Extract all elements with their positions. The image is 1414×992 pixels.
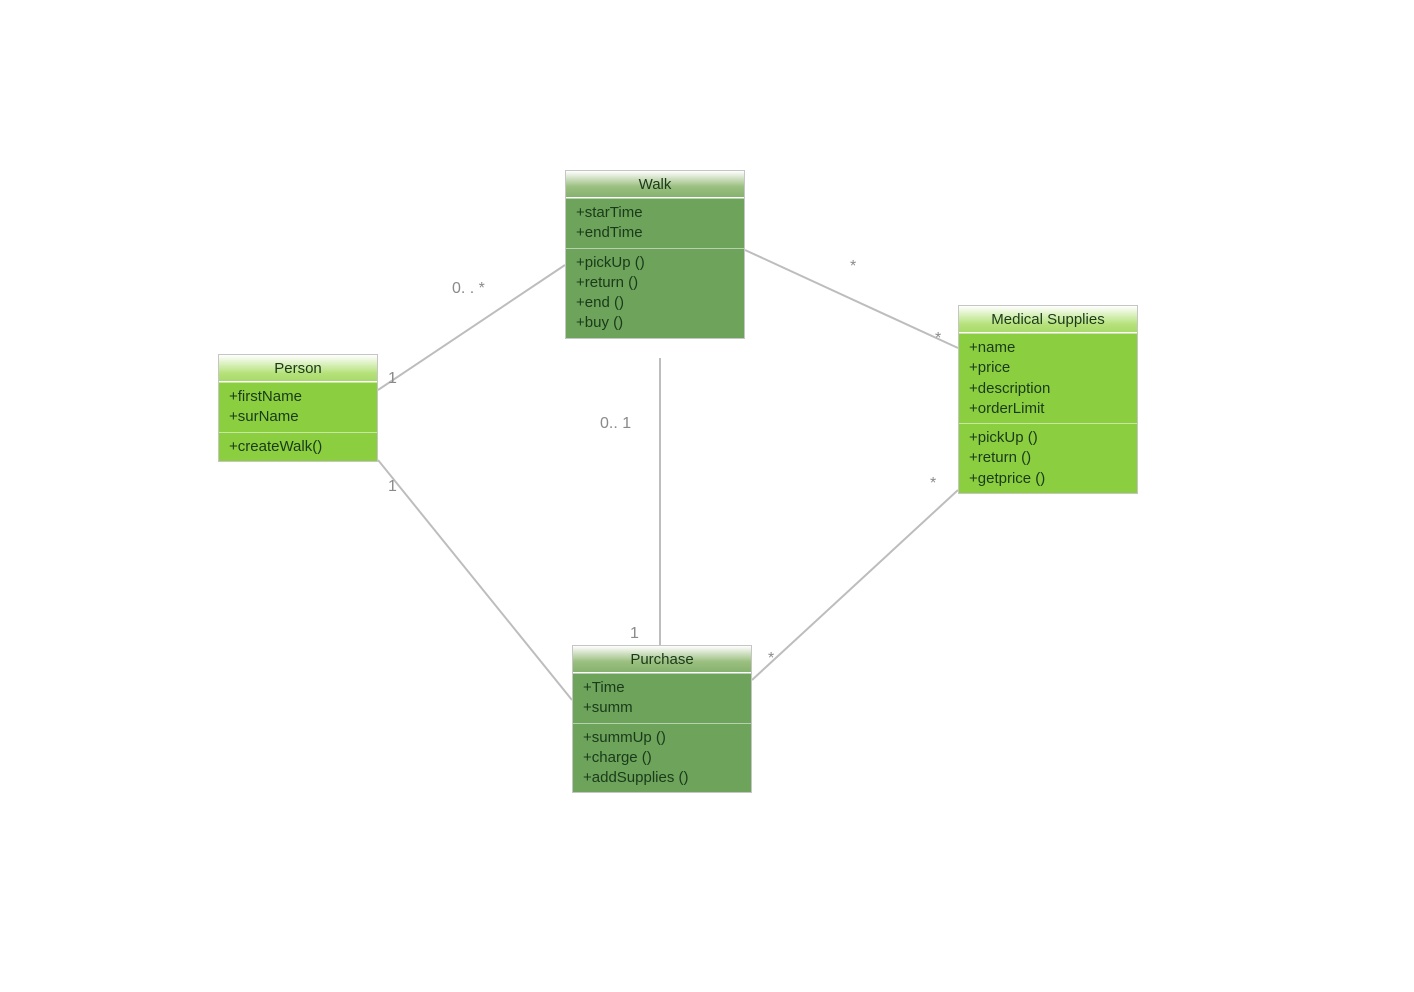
class-box-purchase: Purchase+Time+summ+summUp ()+charge ()+a…: [572, 645, 752, 793]
class-method: +buy (): [576, 313, 734, 333]
class-box-person: Person+firstName+surName+createWalk(): [218, 354, 378, 462]
class-method: +return (): [969, 448, 1127, 468]
class-title: Walk: [566, 171, 744, 198]
class-method: +createWalk(): [229, 437, 367, 457]
class-attribute: +starTime: [576, 203, 734, 223]
class-attribute: +endTime: [576, 223, 734, 243]
multiplicity-label: 1: [630, 625, 639, 643]
multiplicity-label: 0.. 1: [600, 415, 631, 433]
edges-layer: [0, 0, 1414, 992]
class-attribute: +summ: [583, 698, 741, 718]
class-method: +addSupplies (): [583, 768, 741, 788]
multiplicity-label: *: [930, 475, 936, 493]
class-attribute: +name: [969, 338, 1127, 358]
association-edge: [752, 490, 958, 680]
multiplicity-label: 1: [388, 478, 397, 496]
class-methods: +pickUp ()+return ()+getprice (): [959, 423, 1137, 493]
multiplicity-label: 0. . *: [452, 280, 485, 298]
uml-diagram-canvas: Person+firstName+surName+createWalk()Wal…: [0, 0, 1414, 992]
class-method: +summUp (): [583, 728, 741, 748]
class-title: Medical Supplies: [959, 306, 1137, 333]
association-edge: [378, 460, 572, 700]
class-attribute: +Time: [583, 678, 741, 698]
class-attributes: +Time+summ: [573, 673, 751, 723]
class-attributes: +name+price+description+orderLimit: [959, 333, 1137, 423]
class-attributes: +firstName+surName: [219, 382, 377, 432]
multiplicity-label: *: [768, 650, 774, 668]
multiplicity-label: 1: [388, 370, 397, 388]
class-box-walk: Walk+starTime+endTime+pickUp ()+return (…: [565, 170, 745, 339]
class-method: +end (): [576, 293, 734, 313]
class-method: +pickUp (): [969, 428, 1127, 448]
class-method: +charge (): [583, 748, 741, 768]
class-methods: +summUp ()+charge ()+addSupplies (): [573, 723, 751, 793]
class-attribute: +description: [969, 379, 1127, 399]
class-attribute: +surName: [229, 407, 367, 427]
class-method: +pickUp (): [576, 253, 734, 273]
class-title: Purchase: [573, 646, 751, 673]
class-method: +return (): [576, 273, 734, 293]
class-methods: +pickUp ()+return ()+end ()+buy (): [566, 248, 744, 338]
class-method: +getprice (): [969, 469, 1127, 489]
class-attribute: +firstName: [229, 387, 367, 407]
multiplicity-label: *: [935, 330, 941, 348]
class-attribute: +orderLimit: [969, 399, 1127, 419]
multiplicity-label: *: [850, 258, 856, 276]
class-attribute: +price: [969, 358, 1127, 378]
class-attributes: +starTime+endTime: [566, 198, 744, 248]
class-title: Person: [219, 355, 377, 382]
class-box-medical: Medical Supplies+name+price+description+…: [958, 305, 1138, 494]
class-methods: +createWalk(): [219, 432, 377, 461]
